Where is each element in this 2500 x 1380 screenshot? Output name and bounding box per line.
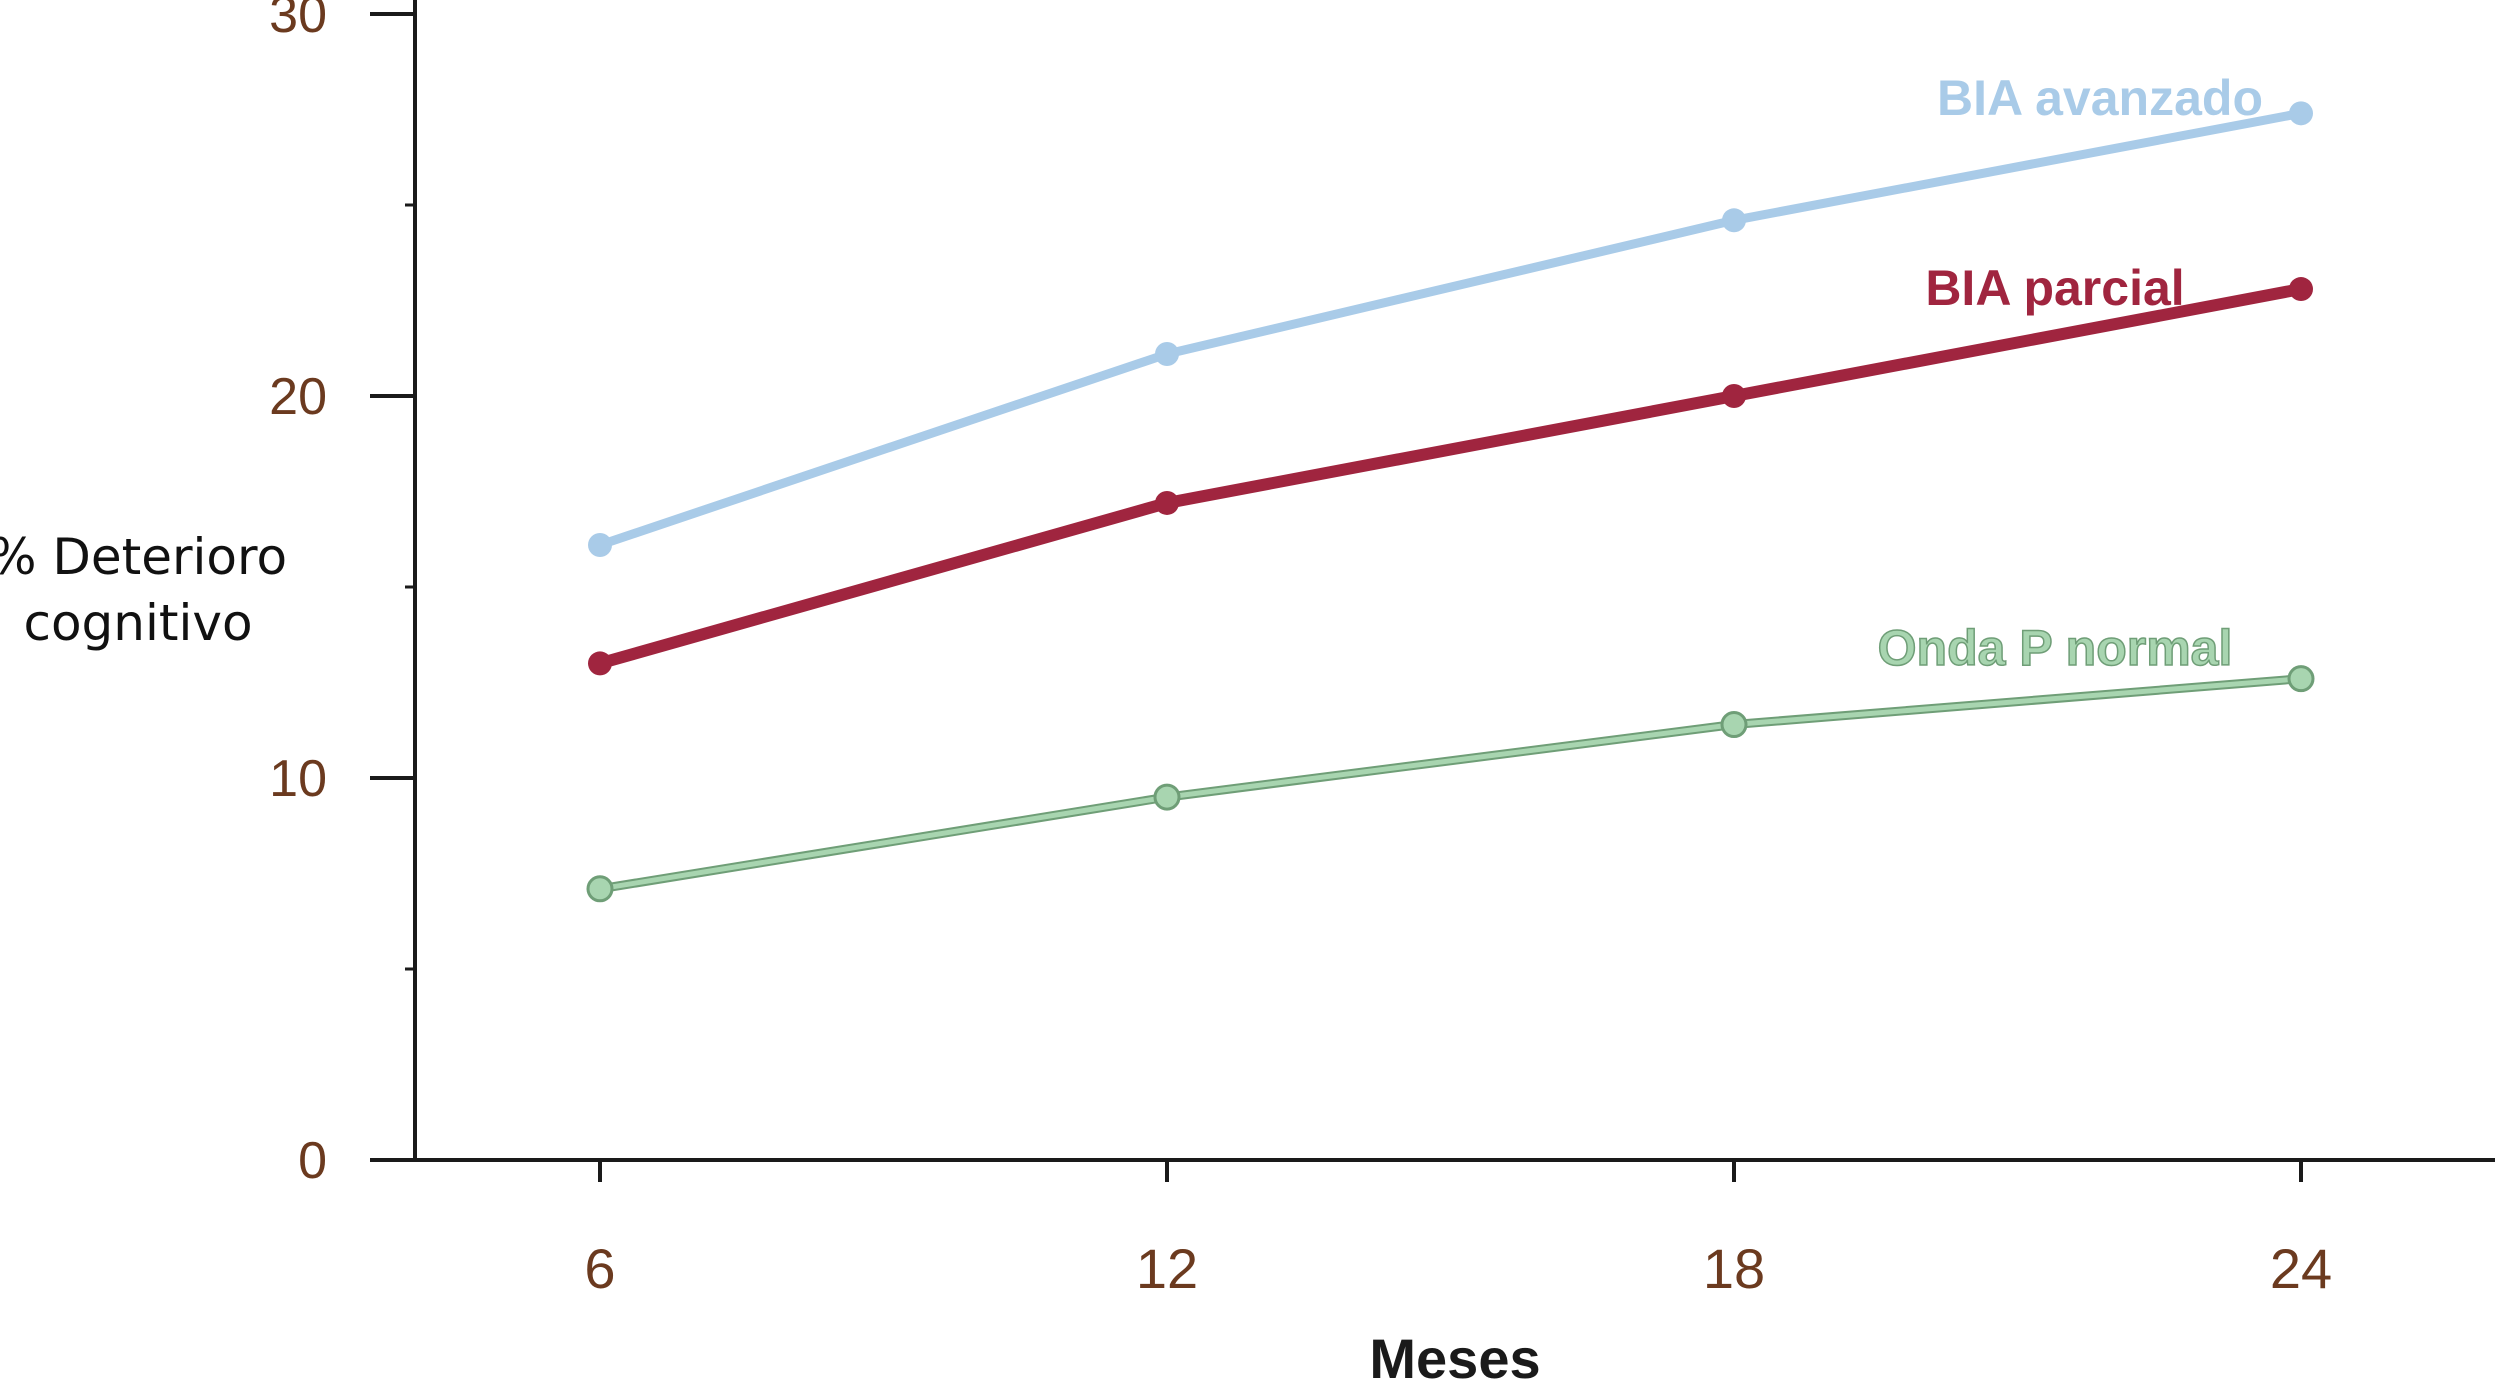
data-point	[1722, 208, 1746, 233]
series-group: BIA avanzado BIA parcial Onda P normal	[586, 70, 2315, 903]
x-axis-title: Meses	[1369, 1327, 1540, 1380]
data-point	[1155, 341, 1179, 366]
x-tick-label: 12	[1136, 1237, 1198, 1300]
series-line	[597, 676, 2304, 892]
series-line	[594, 283, 2307, 670]
series-label: Onda P normal	[1878, 620, 2233, 676]
y-axis-title-line-2: cognitivo	[23, 594, 252, 652]
series-line	[595, 108, 2306, 550]
data-point	[1155, 490, 1179, 515]
y-tick-label: 20	[269, 368, 327, 426]
series-label: BIA avanzado	[1937, 70, 2263, 126]
axes: 0 10 20 30 6 12 18 24	[269, 0, 2495, 1300]
data-point	[586, 875, 614, 903]
data-point	[2289, 101, 2313, 126]
x-tick-label: 18	[1703, 1237, 1765, 1300]
y-axis-title-line-1: % Deterioro	[0, 528, 287, 586]
series-line-outline	[595, 674, 2306, 894]
x-tick-label: 6	[584, 1237, 615, 1300]
series-2: BIA parcial	[588, 260, 2313, 676]
data-point	[588, 532, 612, 557]
data-point	[588, 651, 612, 676]
y-tick-label: 30	[269, 0, 327, 44]
series-1: BIA avanzado	[588, 70, 2313, 557]
series-3: Onda P normal	[586, 619, 2315, 903]
data-point	[1720, 711, 1748, 739]
y-tick-label: 10	[269, 750, 327, 808]
x-tick-label: 24	[2270, 1237, 2332, 1300]
data-point	[1153, 783, 1181, 811]
data-point	[2289, 277, 2313, 302]
y-tick-label: 0	[298, 1132, 327, 1190]
data-point	[1722, 384, 1746, 408]
data-point	[2287, 665, 2315, 693]
series-label: BIA parcial	[1925, 260, 2184, 316]
